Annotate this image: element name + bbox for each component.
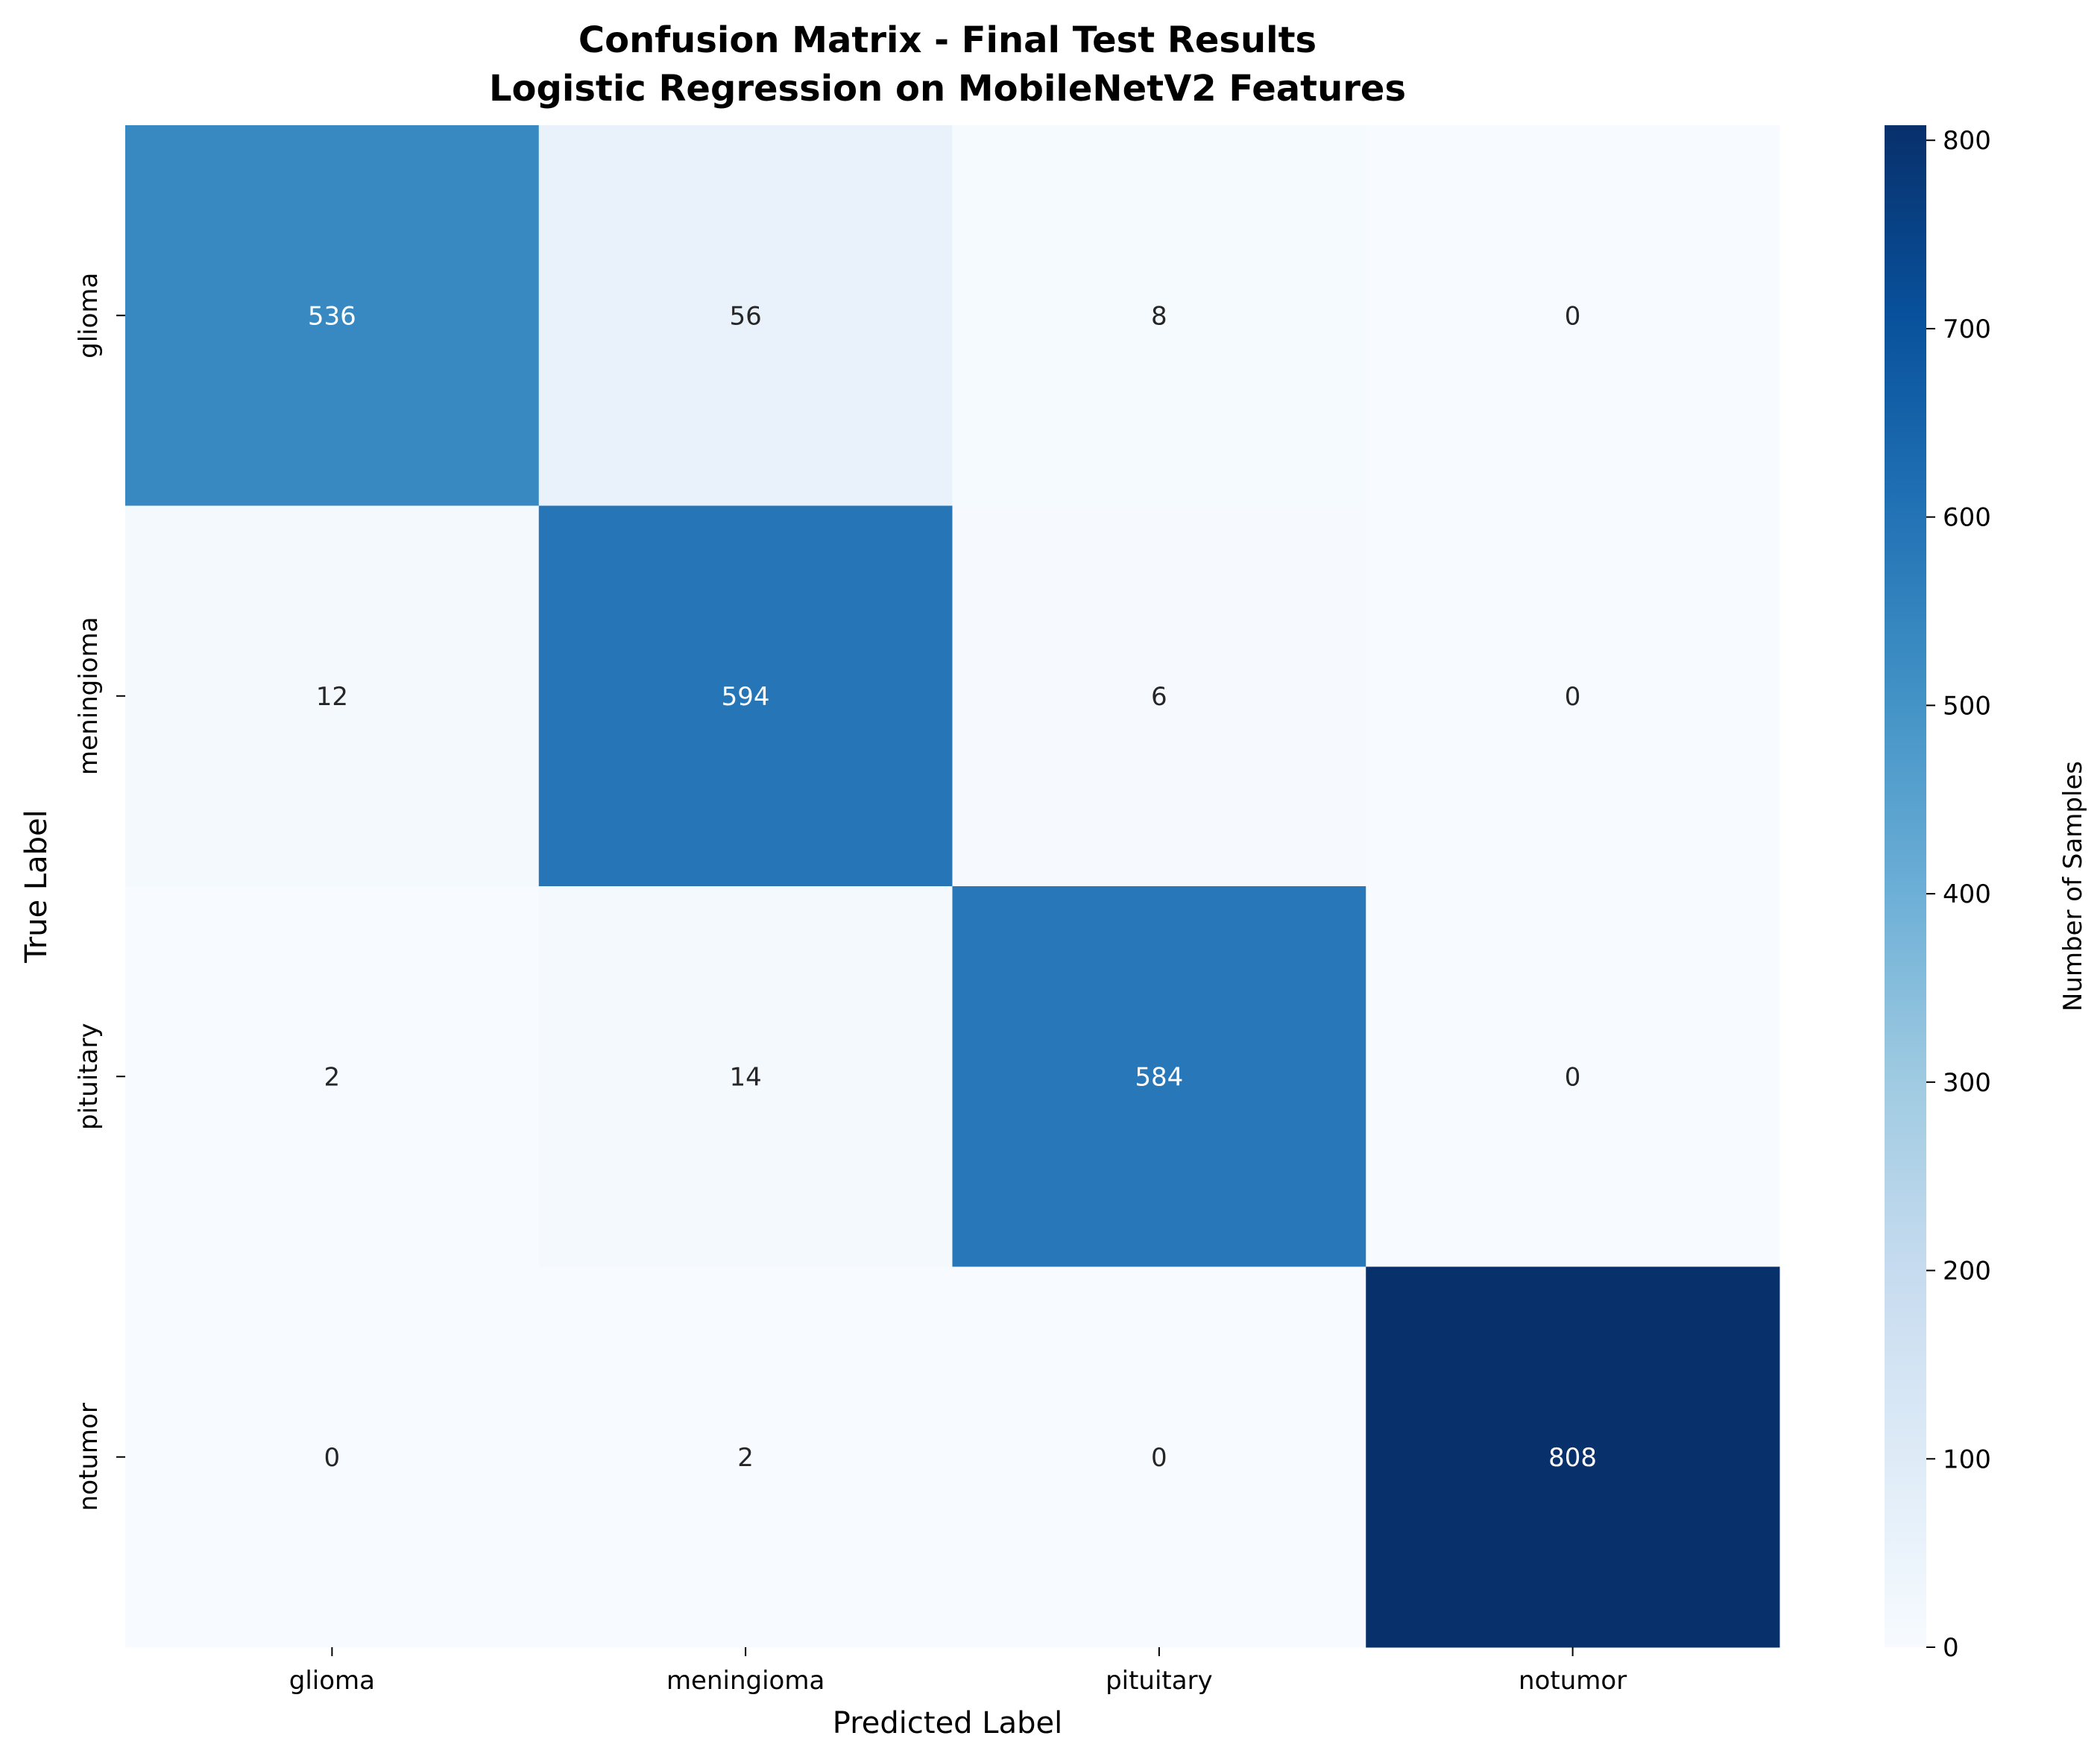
- cell-value-label: 12: [316, 682, 348, 712]
- cell-value-label: 0: [324, 1443, 341, 1473]
- y-tick-label: meningioma: [74, 617, 104, 775]
- heatmap-cell-labels: 536 56 8 0 12 594 6 0 2 14 584 0 0 2 0 808: [308, 301, 1597, 1473]
- x-tick-label: glioma: [289, 1666, 375, 1696]
- colorbar-tick-label: 300: [1943, 1068, 1991, 1098]
- y-axis-label: True Label: [19, 809, 54, 964]
- heatmap-cell: [125, 125, 540, 506]
- colorbar-label: Number of Samples: [2058, 761, 2088, 1011]
- heatmap-cell: [1366, 1266, 1780, 1648]
- x-tick-label: meningioma: [666, 1666, 824, 1696]
- colorbar-tick-label: 200: [1943, 1257, 1991, 1286]
- colorbar-ticks: 0 100 200 300 400 500 600 700 800: [1926, 126, 1991, 1663]
- colorbar-tick-label: 100: [1943, 1444, 1991, 1474]
- cell-value-label: 14: [729, 1062, 761, 1092]
- heatmap-cell: [952, 505, 1366, 887]
- chart-title-line-1: Confusion Matrix - Final Test Results: [578, 19, 1317, 61]
- heatmap-cell: [125, 505, 540, 887]
- heatmap-cell: [125, 886, 540, 1267]
- heatmap-cell: [952, 886, 1366, 1267]
- y-tick-label: glioma: [74, 273, 104, 359]
- heatmap-cell: [125, 1266, 540, 1648]
- cell-value-label: 594: [722, 682, 770, 712]
- cell-value-label: 584: [1135, 1062, 1183, 1092]
- cell-value-label: 2: [324, 1062, 341, 1092]
- cell-value-label: 56: [729, 301, 761, 331]
- heatmap-cell: [952, 1266, 1366, 1648]
- cell-value-label: 2: [737, 1443, 754, 1473]
- x-axis-ticks: glioma meningioma pituitary notumor: [289, 1647, 1627, 1696]
- chart-title-line-2: Logistic Regression on MobileNetV2 Featu…: [489, 68, 1406, 110]
- y-axis-ticks: glioma meningioma pituitary notumor: [74, 273, 125, 1511]
- heatmap-cell: [538, 886, 953, 1267]
- y-tick-label: notumor: [74, 1403, 104, 1511]
- colorbar-tick-label: 700: [1943, 315, 1991, 344]
- colorbar: [1885, 125, 1926, 1647]
- heatmap-cell: [952, 125, 1366, 506]
- x-tick-label: notumor: [1519, 1666, 1627, 1696]
- cell-value-label: 0: [1151, 1443, 1167, 1473]
- y-tick-label: pituitary: [74, 1023, 104, 1130]
- cell-value-label: 0: [1565, 301, 1581, 331]
- heatmap-cell: [538, 505, 953, 887]
- cell-value-label: 0: [1565, 1062, 1581, 1092]
- heatmap-cell: [538, 1266, 953, 1648]
- heatmap-cell: [1366, 505, 1780, 887]
- x-tick-label: pituitary: [1106, 1666, 1213, 1696]
- heatmap-cell: [1366, 125, 1780, 506]
- cell-value-label: 536: [308, 301, 356, 331]
- heatmap-cells: [125, 125, 1780, 1648]
- heatmap-cell: [538, 125, 953, 506]
- colorbar-tick-label: 500: [1943, 691, 1991, 721]
- colorbar-tick-label: 600: [1943, 503, 1991, 533]
- cell-value-label: 8: [1151, 301, 1167, 331]
- heatmap-cell: [1366, 886, 1780, 1267]
- colorbar-tick-label: 800: [1943, 126, 1991, 156]
- colorbar-tick-label: 400: [1943, 880, 1991, 909]
- x-axis-label: Predicted Label: [833, 1706, 1062, 1740]
- cell-value-label: 0: [1565, 682, 1581, 712]
- colorbar-tick-label: 0: [1943, 1633, 1959, 1663]
- cell-value-label: 6: [1151, 682, 1167, 712]
- cell-value-label: 808: [1548, 1443, 1597, 1473]
